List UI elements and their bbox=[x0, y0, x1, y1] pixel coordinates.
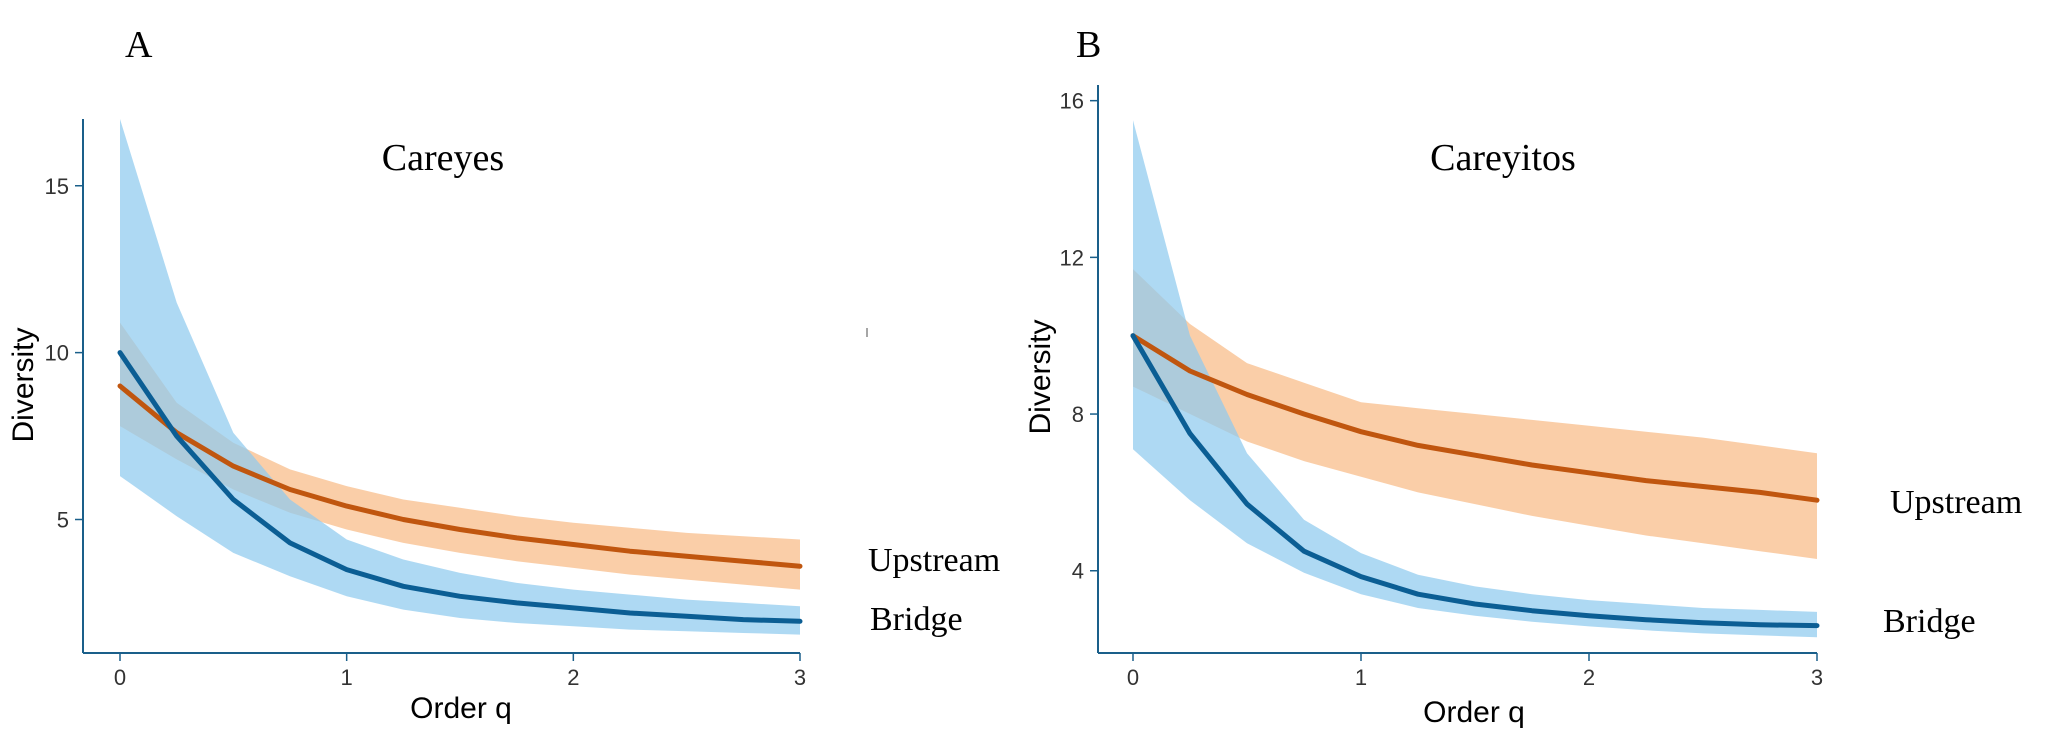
panel-a-x-tick-label: 3 bbox=[794, 665, 806, 690]
panel-a-upstream-confidence-band bbox=[120, 322, 800, 590]
panel-a-ticks: 0 1 2 3 5 10 15 bbox=[45, 174, 807, 690]
panel-b-upstream-label: Upstream bbox=[1890, 484, 2022, 521]
panel-a-upstream-label: Upstream bbox=[868, 542, 1000, 579]
panel-b-y-tick-label: 8 bbox=[1072, 402, 1084, 427]
panel-a-x-axis-title: Order q bbox=[410, 692, 512, 725]
panel-a-bridge-confidence-band bbox=[120, 119, 800, 635]
panel-b-upstream-confidence-band bbox=[1133, 269, 1817, 559]
panel-b-bridge-label: Bridge bbox=[1883, 603, 1976, 640]
panel-b-x-tick-label: 1 bbox=[1355, 665, 1367, 690]
panel-a-y-tick-label: 15 bbox=[45, 174, 69, 199]
panel-a-x-tick-label: 2 bbox=[567, 665, 579, 690]
panel-b-x-axis-title: Order q bbox=[1423, 696, 1525, 729]
panel-a-x-tick-label: 1 bbox=[341, 665, 353, 690]
panel-a-y-tick-label: 5 bbox=[57, 508, 69, 533]
panel-b-x-tick-label: 3 bbox=[1811, 665, 1823, 690]
panel-b-y-tick-label: 4 bbox=[1072, 559, 1084, 584]
panel-b-y-axis-title: Diversity bbox=[1024, 319, 1057, 434]
panel-a: A Careyes 0 1 2 3 5 10 15 Order q Diversity Up… bbox=[7, 24, 1000, 725]
panel-b-bridge-line bbox=[1130, 333, 1820, 629]
panel-a-y-tick-label: 10 bbox=[45, 341, 69, 366]
panel-a-y-axis-title: Diversity bbox=[7, 327, 40, 442]
panel-b-x-tick-label: 2 bbox=[1583, 665, 1595, 690]
panel-b-y-tick-label: 12 bbox=[1060, 245, 1084, 270]
panel-b-plot-area bbox=[1130, 120, 1820, 638]
panel-a-x-tick-label: 0 bbox=[114, 665, 126, 690]
panel-a-bridge-line bbox=[117, 350, 803, 624]
panel-a-plot-area bbox=[117, 119, 803, 635]
panel-b-upstream-line bbox=[1130, 333, 1820, 503]
panel-a-upstream-line bbox=[117, 383, 803, 569]
panel-a-bridge-label: Bridge bbox=[870, 601, 963, 638]
panel-b-y-tick-label: 16 bbox=[1060, 89, 1084, 114]
panel-a-letter: A bbox=[125, 24, 153, 66]
panel-a-title: Careyes bbox=[382, 137, 504, 179]
panel-b-letter: B bbox=[1076, 24, 1101, 66]
panel-b-x-tick-label: 0 bbox=[1127, 665, 1139, 690]
panel-b-title: Careyitos bbox=[1430, 137, 1576, 179]
